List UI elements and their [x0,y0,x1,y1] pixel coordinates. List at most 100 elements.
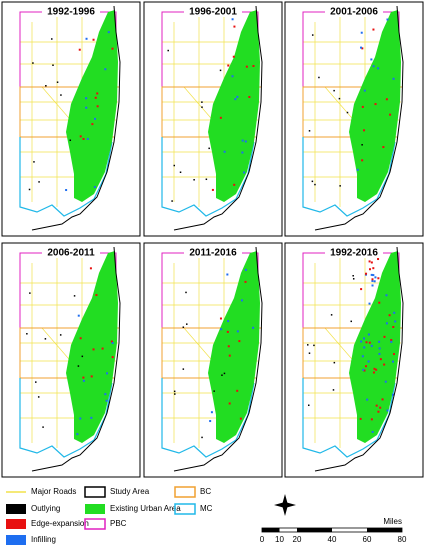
infilling [392,77,395,80]
edge-expansion [370,261,373,264]
map-panel: 1992-1996 [1,1,141,237]
edge-expansion [383,363,386,366]
edge-expansion [82,137,85,140]
edge-expansion [227,64,230,67]
outlying [73,295,76,297]
edge-expansion [359,417,362,420]
study-area-boundary [173,5,263,231]
outlying [223,372,226,375]
outlying [314,183,316,186]
infilling [104,393,107,396]
mc-boundary [302,137,396,217]
outlying [205,178,208,181]
infilling [361,355,364,358]
outlying [313,344,315,347]
infilling [385,322,388,325]
infilling [234,98,237,101]
legend-label: Major Roads [31,487,76,496]
edge-expansion [379,358,382,361]
edge-expansion [375,368,378,371]
infilling [372,274,375,277]
outlying [81,355,84,358]
outlying [333,361,336,364]
outlying [339,185,341,187]
outlying [171,200,173,202]
edge-expansion [228,354,231,357]
edge-expansion [372,371,375,374]
outlying [208,147,210,150]
infilling [371,430,374,433]
study-area-boundary [173,246,263,472]
legend-symbol [84,486,106,498]
infilling [244,140,247,143]
infilling [363,337,366,340]
outlying [311,180,314,183]
infilling [90,416,93,419]
legend-label: Infilling [31,535,56,544]
scale-segment [297,528,332,532]
outlying [352,275,354,277]
infilling [105,399,108,402]
outlying [221,374,223,376]
edge-expansion [96,92,99,95]
edge-expansion [377,277,380,280]
mc-boundary [19,378,113,458]
edge-expansion [244,280,247,283]
title-bg [184,246,242,258]
infilling [77,314,80,317]
outlying [77,365,80,367]
legend-symbol [6,519,26,529]
infilling [384,380,387,383]
infilling [367,333,370,336]
outlying [51,38,53,40]
outlying [308,130,311,132]
scale-label: 80 [398,535,407,544]
edge-expansion [82,376,85,379]
edge-expansion [385,98,388,101]
legend-label: BC [200,487,211,496]
infilling [220,328,223,331]
scale-label: 20 [293,535,302,544]
infilling [371,284,374,287]
infilling [367,360,370,363]
infilling [79,417,82,420]
outlying [52,64,54,66]
panel-title: 2011-2016 [189,248,237,259]
edge-expansion [377,410,380,413]
map-panel: 2001-2006 [284,1,424,237]
edge-expansion [390,338,393,341]
infilling [392,393,395,396]
outlying [201,436,203,439]
edge-expansion [226,330,229,333]
outlying [26,333,28,335]
edge-expansion [233,25,236,28]
edge-expansion [378,301,381,304]
urban-area [208,10,260,202]
edge-expansion [373,367,376,370]
edge-expansion [377,258,380,261]
infilling [236,330,239,333]
study-area-boundary [314,5,404,231]
urban-area [208,251,260,443]
edge-expansion [248,95,251,98]
infilling [360,31,363,34]
infilling [370,58,373,61]
outlying [69,139,72,142]
urban-area [349,10,401,202]
infilling [390,340,393,343]
mc-boundary [161,137,255,217]
outlying [185,291,187,294]
edge-expansion [90,375,93,378]
edge-expansion [239,417,242,420]
infilling [356,168,359,171]
edge-expansion [381,398,384,401]
edge-expansion [252,65,255,68]
panel-title: 2001-2006 [330,7,378,18]
infilling [241,151,244,154]
edge-expansion [79,135,82,138]
infilling [223,150,226,153]
edge-expansion [368,341,371,344]
edge-expansion [79,337,82,340]
infilling [244,268,247,271]
title-bg [184,5,242,17]
